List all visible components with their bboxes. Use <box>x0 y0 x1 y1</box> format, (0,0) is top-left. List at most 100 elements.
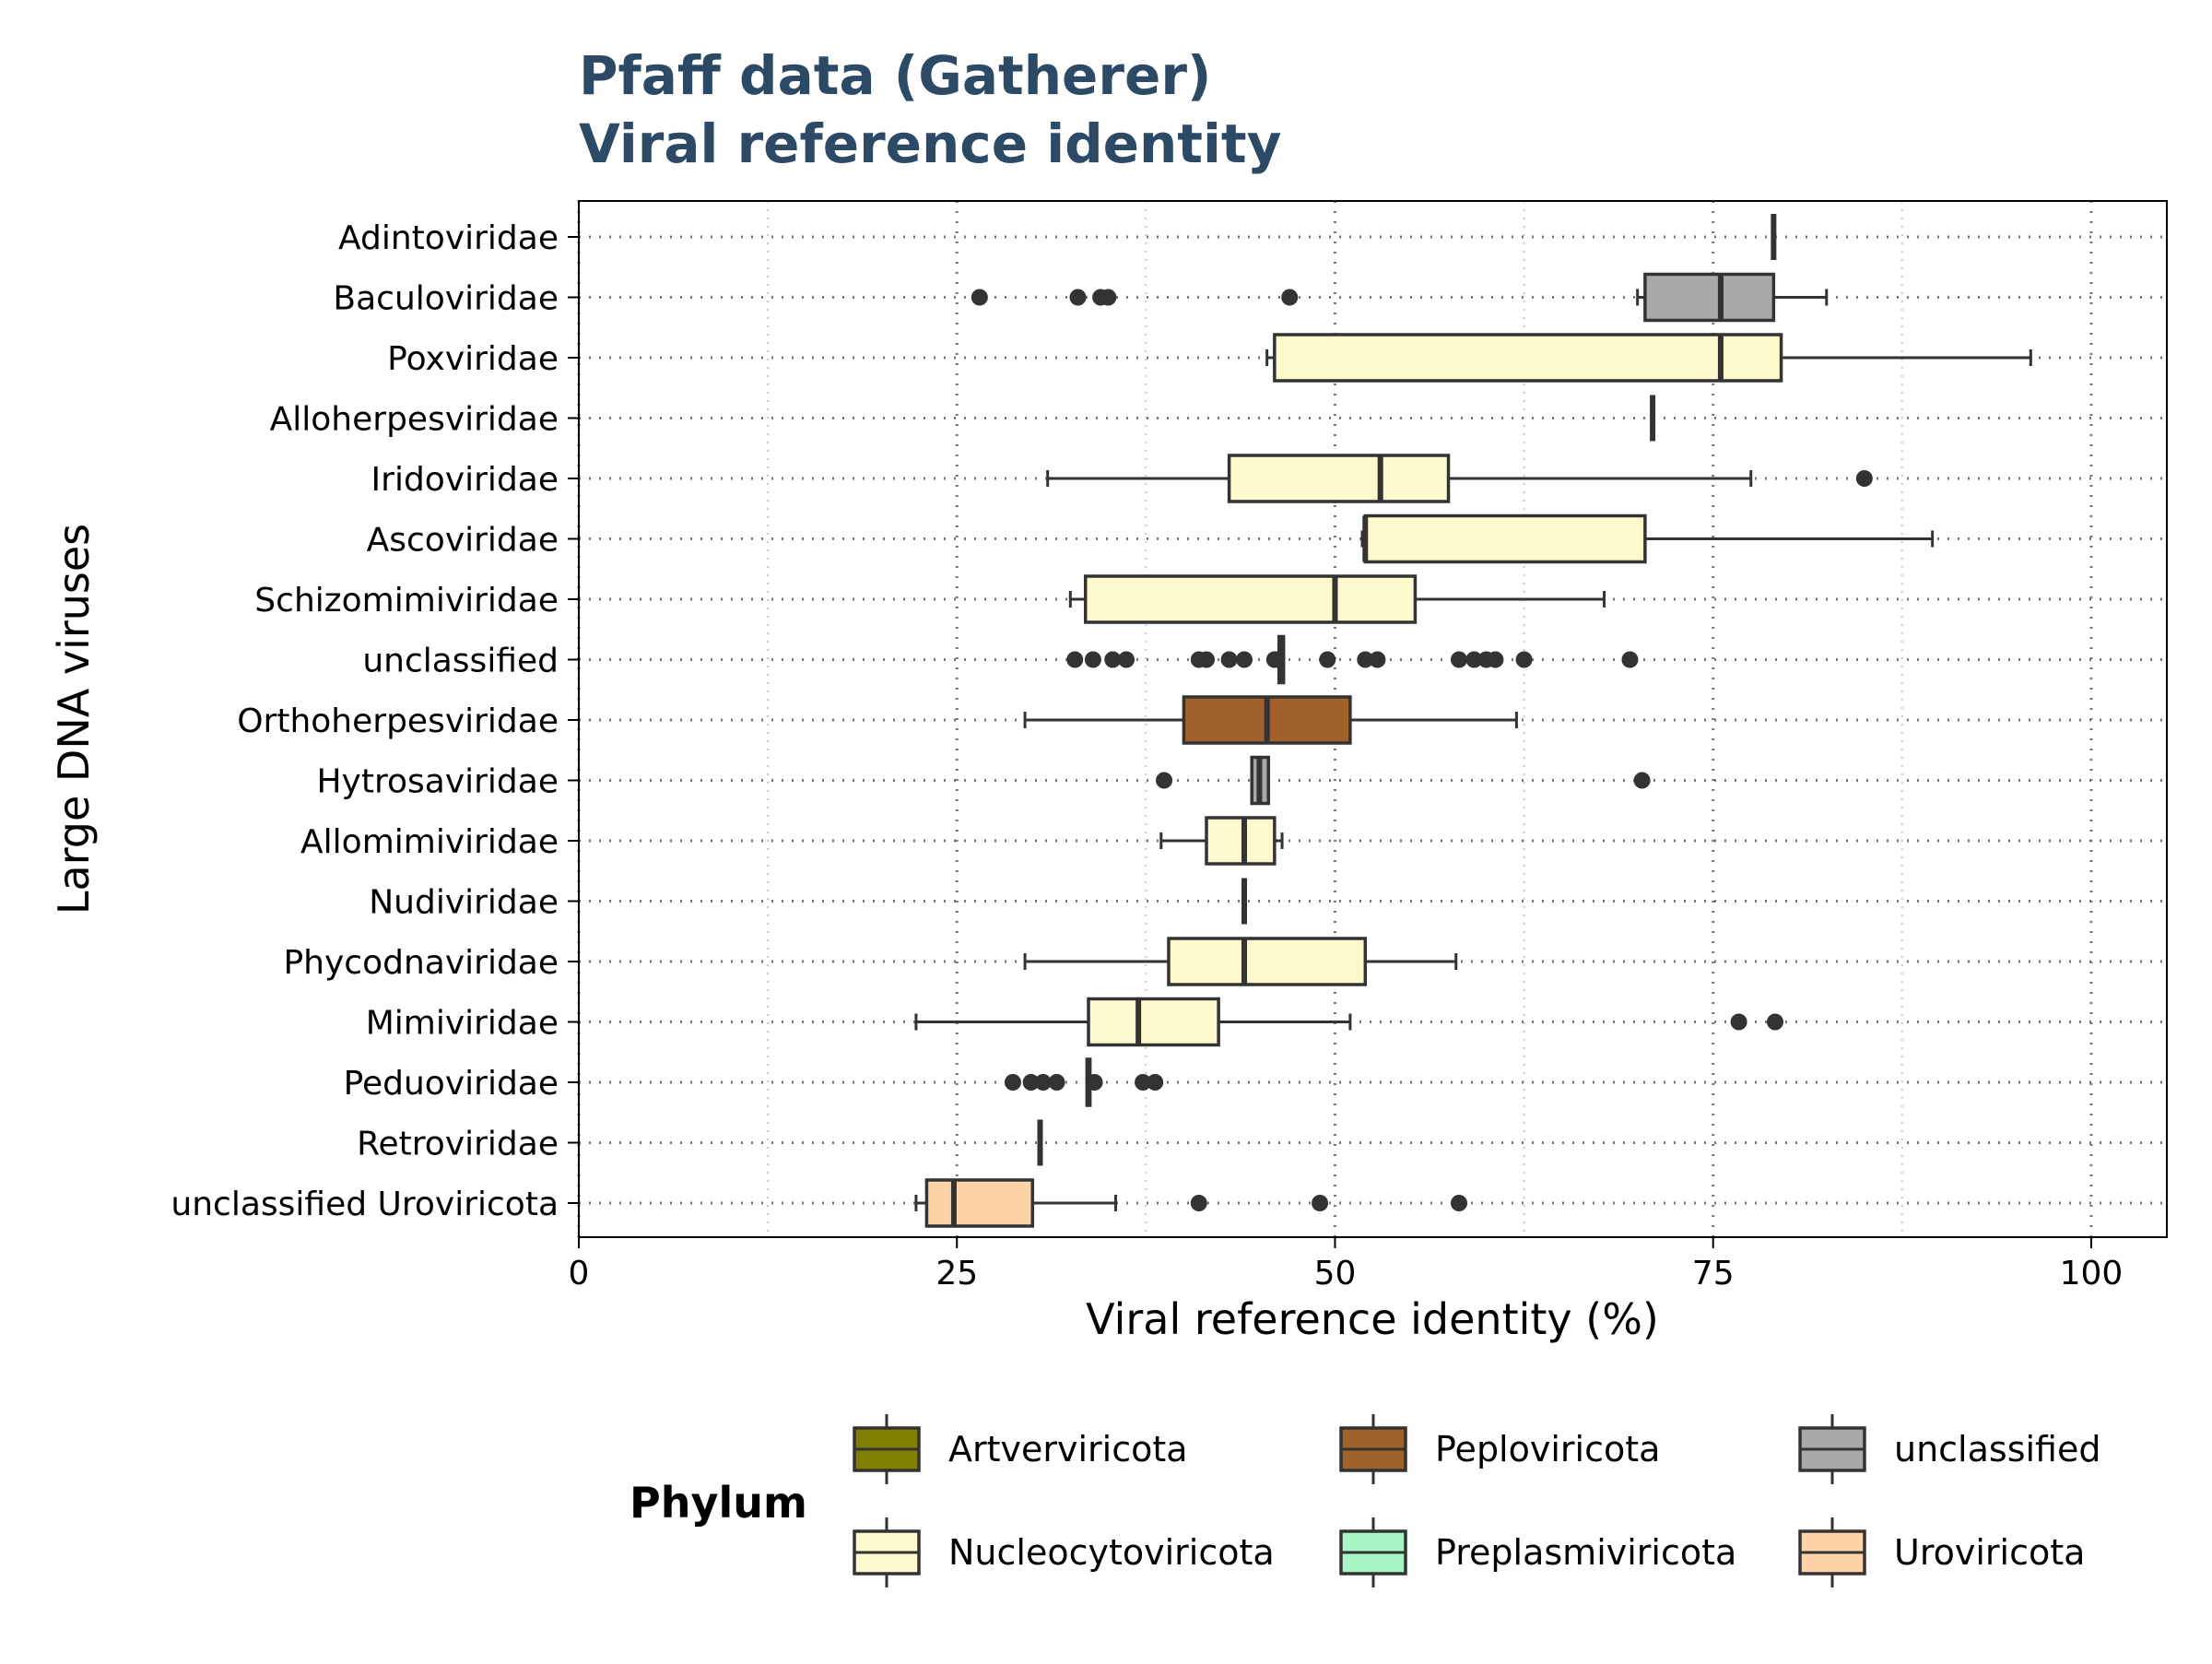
outlier-point <box>1633 772 1651 789</box>
legend-label: unclassified <box>1894 1429 2101 1469</box>
y-tick-label: Poxviridae <box>387 340 559 378</box>
y-tick-label: Nudiviridae <box>369 884 559 922</box>
y-tick-label: Orthoherpesviridae <box>237 702 559 740</box>
y-tick-label: Retroviridae <box>357 1126 559 1163</box>
outlier-point <box>1451 651 1468 668</box>
y-tick-label: Mimiviridae <box>366 1005 559 1043</box>
outlier-point <box>1069 289 1087 306</box>
box-iqr <box>924 1178 1035 1228</box>
box-iqr <box>1227 454 1451 503</box>
y-axis-ticks: Adintoviridae Baculoviridae Poxviridae Allo… <box>171 219 579 1223</box>
legend-item-peploviricota: Peploviricota <box>1339 1414 1660 1484</box>
outlier-point <box>1766 1013 1783 1031</box>
outlier-point <box>971 289 988 306</box>
x-axis-label: Viral reference identity (%) <box>1086 1294 1659 1344</box>
y-tick-label: unclassified Uroviricota <box>171 1186 559 1223</box>
outlier-point <box>1135 1074 1152 1091</box>
box-iqr <box>1643 272 1776 323</box>
legend: Artverviricota Peploviricota unclassified N… <box>853 1414 2101 1587</box>
legend-label: Artverviricota <box>948 1429 1188 1469</box>
y-tick-label: Baculoviridae <box>333 280 559 318</box>
y-tick-label: Ascoviridae <box>367 522 559 560</box>
grid-lines <box>577 201 2167 1237</box>
outlier-point <box>1034 1074 1052 1091</box>
outlier-point <box>1855 470 1873 487</box>
outlier-point <box>1236 651 1253 668</box>
y-axis-label: Large DNA viruses <box>49 524 99 915</box>
y-tick-label: Hytrosaviridae <box>316 763 559 801</box>
x-axis-ticks: 0 25 50 75 100 <box>569 1237 2124 1292</box>
box-unclassified <box>1066 634 1639 685</box>
outlier-point <box>1515 651 1533 668</box>
outlier-point <box>1281 289 1299 306</box>
outlier-point <box>1156 772 1173 789</box>
outlier-point <box>1357 651 1374 668</box>
legend-item-nucleocytoviricota: Nucleocytoviricota <box>853 1517 1275 1587</box>
box-baculoviridae <box>971 272 1829 323</box>
box-mimiviridae <box>914 997 1783 1047</box>
legend-item-artverviricota: Artverviricota <box>853 1414 1188 1484</box>
outlier-point <box>1066 651 1084 668</box>
legend-label: Nucleocytoviricota <box>948 1532 1275 1573</box>
outlier-point <box>1084 651 1101 668</box>
outlier-point <box>1220 651 1238 668</box>
outlier-point <box>1147 1074 1164 1091</box>
x-tick-label: 25 <box>935 1255 978 1292</box>
outlier-point <box>1004 1074 1021 1091</box>
outlier-point <box>1086 1074 1103 1091</box>
x-tick-label: 50 <box>1314 1255 1357 1292</box>
box-series <box>914 214 2032 1228</box>
box-iridoviridae <box>1046 454 1873 503</box>
outlier-point <box>1197 651 1215 668</box>
outlier-point <box>1487 651 1504 668</box>
legend-item-preplasmiviricota: Preplasmiviricota <box>1339 1517 1736 1587</box>
legend-item-uroviricota: Uroviricota <box>1798 1517 2085 1587</box>
y-tick-label: Peduoviridae <box>344 1065 559 1103</box>
outlier-point <box>1265 651 1283 668</box>
box-peduoviridae <box>1004 1057 1164 1107</box>
outlier-point <box>1319 651 1336 668</box>
outlier-point <box>1022 1074 1040 1091</box>
outlier-point <box>1118 651 1135 668</box>
outlier-point <box>1451 1195 1468 1211</box>
outlier-point <box>1100 289 1117 306</box>
outlier-point <box>1730 1013 1747 1031</box>
x-tick-label: 0 <box>569 1255 590 1292</box>
y-tick-label: Phycodnaviridae <box>283 944 559 982</box>
outlier-point <box>1190 1195 1207 1211</box>
x-tick-label: 75 <box>1692 1255 1735 1292</box>
legend-label: Uroviricota <box>1894 1532 2085 1573</box>
y-tick-label: unclassified <box>362 643 559 680</box>
outlier-point <box>1312 1195 1329 1211</box>
box-ascoviridae <box>1360 513 1935 564</box>
box-unclassified-uroviricota <box>914 1178 1468 1228</box>
y-tick-label: Alloherpesviridae <box>270 401 559 439</box>
y-tick-label: Adintoviridae <box>338 219 559 257</box>
box-iqr <box>1205 816 1277 866</box>
box-iqr <box>1363 513 1647 564</box>
chart-title-line-1: Pfaff data (Gatherer) <box>579 44 1211 107</box>
chart-title-line-2: Viral reference identity <box>579 112 1281 175</box>
box-phycodnaviridae <box>1023 937 1458 986</box>
box-poxviridae <box>1265 333 2032 383</box>
box-orthoherpesviridae <box>1023 695 1518 745</box>
legend-title: Phylum <box>629 1478 807 1528</box>
box-iqr <box>1087 997 1220 1047</box>
box-schizomimiviridae <box>1068 574 1606 624</box>
outlier-point <box>1621 651 1639 668</box>
outlier-point <box>1369 651 1386 668</box>
box-iqr <box>1083 574 1418 624</box>
y-tick-label: Schizomimiviridae <box>254 582 559 620</box>
x-tick-label: 100 <box>2060 1255 2124 1292</box>
y-tick-label: Allomimiviridae <box>300 823 559 861</box>
outlier-point <box>1104 651 1122 668</box>
legend-label: Peploviricota <box>1435 1429 1660 1469</box>
box-iqr <box>1273 333 1783 383</box>
legend-label: Preplasmiviricota <box>1435 1532 1736 1573</box>
box-hytrosaviridae <box>1156 755 1651 806</box>
box-iqr <box>1167 937 1368 986</box>
y-tick-label: Iridoviridae <box>371 461 559 499</box>
box-allomimiviridae <box>1159 816 1284 866</box>
